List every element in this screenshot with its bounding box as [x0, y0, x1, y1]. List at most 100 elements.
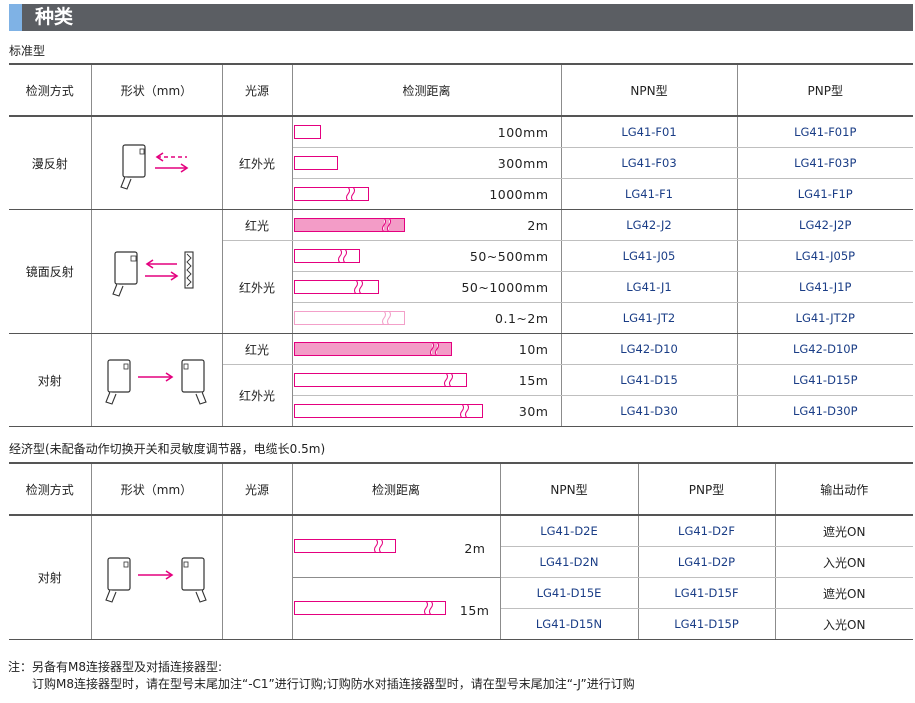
economy-type-table: 检测方式 形状（mm） 光源 检测距离 NPN型 PNP型 输出动作 对射: [9, 462, 913, 640]
table-row: 50~1000mm LG41-J1 LG41-J1P: [9, 271, 913, 303]
range-bar: [293, 538, 396, 553]
range-bar: [293, 280, 379, 294]
npn-model: LG41-F01: [561, 116, 738, 148]
header-output: 输出动作: [775, 462, 913, 516]
distance-cell: 100mm: [293, 117, 561, 147]
npn-model: LG41-D2E: [500, 515, 639, 547]
distance-value: 15m: [518, 373, 549, 388]
distance-value: 100mm: [497, 125, 549, 140]
distance-value: 2m: [527, 218, 549, 233]
section-label-economy: 经济型(未配备动作切换开关和灵敏度调节器，电缆长0.5m): [9, 442, 326, 456]
npn-model: LG41-D15: [561, 364, 738, 396]
distance-cell: 2m: [293, 517, 500, 577]
table-row: 30m LG41-D30 LG41-D30P: [9, 395, 913, 427]
header-shape: 形状（mm）: [91, 63, 223, 117]
npn-model: LG41-JT2: [561, 302, 738, 334]
npn-model: LG41-J05: [561, 240, 738, 272]
output-action: 入光ON: [775, 608, 913, 640]
npn-model: LG41-J1: [561, 271, 738, 303]
header-pnp: PNP型: [737, 63, 913, 117]
light-cell: 红外光: [222, 116, 293, 210]
output-action: 遮光ON: [775, 515, 913, 547]
section-label-standard: 标准型: [9, 44, 46, 58]
page-title: 种类: [35, 6, 74, 28]
table-row: 红外光 15m LG41-D15 LG41-D15P: [9, 364, 913, 427]
note-line-1: 注：另备有M8连接器型及对插连接器型:: [8, 660, 223, 674]
pnp-model: LG41-F1P: [737, 178, 913, 210]
header-light: 光源: [222, 462, 293, 516]
distance-cell: 15m: [293, 365, 561, 395]
npn-model: LG41-D15E: [500, 577, 639, 609]
header-pnp: PNP型: [638, 462, 776, 516]
range-bar: [293, 311, 405, 325]
header-method: 检测方式: [9, 462, 92, 516]
distance-cell: 0.1~2m: [293, 303, 561, 333]
range-bar: [293, 218, 405, 232]
table-row: 300mm LG41-F03 LG41-F03P: [9, 147, 913, 179]
range-bar: [293, 156, 338, 170]
distance-cell: 2m: [293, 210, 561, 240]
output-action: 入光ON: [775, 546, 913, 578]
distance-value: 0.1~2m: [495, 311, 549, 326]
table-row: 对射 2m LG41-D2E LG41-D2F 遮光ON: [9, 515, 913, 640]
distance-value: 300mm: [497, 156, 549, 171]
distance-value: 10m: [518, 342, 549, 357]
method-cell: 漫反射: [9, 116, 92, 210]
pnp-model: LG41-F03P: [737, 147, 913, 179]
through-beam-sensor-icon: [91, 333, 223, 427]
title-bar: 种类: [9, 4, 913, 31]
range-bar: [293, 373, 467, 387]
npn-model: LG41-D30: [561, 395, 738, 427]
distance-cell: 15m: [293, 579, 500, 639]
pnp-model: LG41-JT2P: [737, 302, 913, 334]
npn-model: LG41-F1: [561, 178, 738, 210]
range-bar: [293, 125, 321, 139]
standard-type-table: 检测方式 形状（mm） 光源 检测距离 NPN型 PNP型 漫反射 红外光 10…: [9, 63, 913, 427]
pnp-model: LG41-D15P: [638, 608, 776, 640]
table-row: 0.1~2m LG41-JT2 LG41-JT2P: [9, 302, 913, 334]
pnp-model: LG41-D15F: [638, 577, 776, 609]
header-npn: NPN型: [561, 63, 738, 117]
distance-value: 50~500mm: [469, 249, 549, 264]
header-distance: 检测距离: [292, 63, 562, 117]
npn-model: LG41-D15N: [500, 608, 639, 640]
distance-value: 50~1000mm: [461, 280, 549, 295]
light-cell: 红外光: [222, 240, 293, 334]
range-bar: [293, 249, 360, 263]
through-beam-sensor-icon: [91, 515, 223, 640]
diffuse-sensor-icon: [91, 116, 223, 210]
pnp-model: LG41-D15P: [737, 364, 913, 396]
table-row: 对射 红光 10m LG42-D10 LG42-D10P: [9, 333, 913, 427]
range-bar: [293, 600, 446, 615]
table-row: 15m LG41-D15E LG41-D15F 遮光ON: [9, 577, 913, 640]
distance-cell: 50~500mm: [293, 241, 561, 271]
light-cell: 红光: [222, 209, 293, 241]
range-bar: [293, 404, 483, 418]
pnp-model: LG42-J2P: [737, 209, 913, 241]
table-header-row: 检测方式 形状（mm） 光源 检测距离 NPN型 PNP型: [9, 63, 913, 117]
header-shape: 形状（mm）: [91, 462, 223, 516]
header-npn: NPN型: [500, 462, 639, 516]
table-row: 红外光 50~500mm LG41-J05 LG41-J05P: [9, 240, 913, 334]
range-bar: [293, 342, 452, 356]
light-cell: [222, 515, 293, 640]
light-cell: 红光: [222, 333, 293, 365]
pnp-model: LG41-D2F: [638, 515, 776, 547]
title-accent: [9, 4, 22, 31]
distance-cell: 30m: [293, 396, 561, 426]
table-row: 漫反射 红外光 100mm LG41-F01 LG41-F01P: [9, 116, 913, 210]
pnp-model: LG41-D2P: [638, 546, 776, 578]
pnp-model: LG41-D30P: [737, 395, 913, 427]
distance-value: 1000mm: [489, 187, 549, 202]
distance-cell: 10m: [293, 334, 561, 364]
distance-value: 30m: [518, 404, 549, 419]
method-cell: 镜面反射: [9, 209, 92, 334]
pnp-model: LG41-J1P: [737, 271, 913, 303]
table-row: LG41-D15N LG41-D15P 入光ON: [9, 608, 913, 640]
pnp-model: LG41-J05P: [737, 240, 913, 272]
range-bar: [293, 187, 369, 201]
distance-cell: 50~1000mm: [293, 272, 561, 302]
method-cell: 对射: [9, 333, 92, 427]
table-header-row: 检测方式 形状（mm） 光源 检测距离 NPN型 PNP型 输出动作: [9, 462, 913, 516]
header-distance: 检测距离: [292, 462, 501, 516]
